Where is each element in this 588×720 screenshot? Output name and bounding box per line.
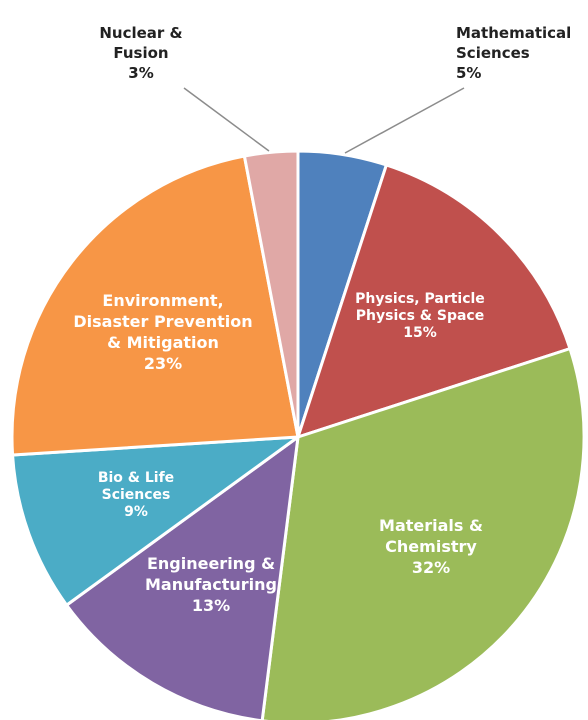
slice-label-line: 32% [412, 558, 450, 577]
pie-slice-3 [65, 435, 300, 720]
leader-lines [183, 87, 465, 154]
slice-label-line: 9% [124, 504, 148, 520]
leader-line-0 [344, 87, 465, 154]
slice-label-line: Sciences [102, 487, 171, 503]
pie-slices [10, 149, 586, 720]
slice-label-line: & Mitigation [107, 333, 219, 352]
leader-line-6 [183, 87, 270, 152]
slice-label-line: 23% [144, 354, 182, 373]
slice-label-line: Nuclear & [99, 24, 182, 42]
slice-label-line: 5% [456, 64, 481, 82]
slice-label-line: Materials & [379, 516, 483, 535]
slice-label-line: Engineering & [147, 554, 275, 573]
slice-label-line: Sciences [456, 44, 530, 62]
pie-slice-1 [296, 163, 572, 439]
pie-slice-4 [11, 435, 300, 607]
slice-label-line: 13% [192, 596, 230, 615]
slice-labels: Mathematical Sciences 5% Physics, Particle P… [73, 24, 571, 615]
slice-label-line: Disaster Prevention [73, 312, 252, 331]
pie-slice-5 [10, 154, 300, 457]
slice-label-line: 15% [403, 325, 437, 341]
slice-label-6: Nuclear & Fusion 3% [99, 24, 182, 82]
slice-label-line: Mathematical [456, 24, 571, 42]
slice-label-5: Environment, Disaster Prevention & Mitigat… [73, 291, 252, 373]
slice-label-3: Engineering & Manufacturing 13% [145, 554, 277, 615]
slice-label-1: Physics, Particle Physics & Space 15% [355, 291, 485, 341]
slice-label-4: Bio & Life Sciences 9% [98, 470, 174, 520]
slice-label-line: Chemistry [385, 537, 477, 556]
slice-label-line: Fusion [113, 44, 168, 62]
slice-label-line: Physics & Space [356, 308, 484, 324]
slice-label-2: Materials & Chemistry 32% [379, 516, 483, 577]
pie-slice-6 [242, 149, 300, 439]
slice-label-0: Mathematical Sciences 5% [456, 24, 571, 82]
slice-label-line: Bio & Life [98, 470, 174, 486]
slice-label-line: Manufacturing [145, 575, 277, 594]
slice-label-line: Environment, [102, 291, 223, 310]
slice-label-line: Physics, Particle [355, 291, 485, 307]
slice-label-line: 3% [128, 64, 153, 82]
